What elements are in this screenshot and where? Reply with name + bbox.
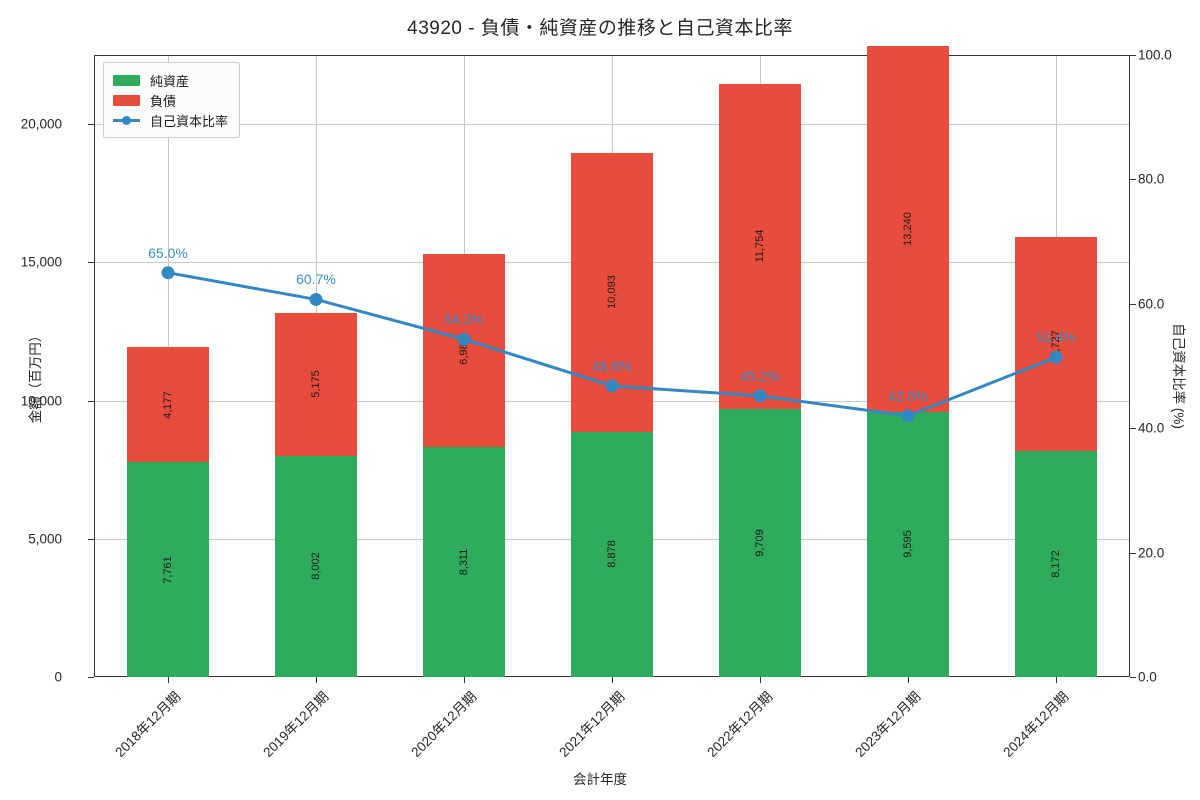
y-axis-tick-right: 100.0	[1138, 47, 1172, 63]
y-axis-tick-left: 10,000	[20, 393, 62, 409]
bar-value-label: 8,172	[1049, 550, 1062, 578]
legend-label: 純資産	[150, 73, 190, 89]
y-axis-tick-right: 60.0	[1138, 296, 1165, 312]
bar-segment-liabilities[interactable]: 10,093	[571, 152, 653, 432]
legend-label: 自己資本比率	[150, 113, 229, 129]
x-axis-tick-mark	[908, 677, 909, 683]
equity-ratio-value-label: 54.3%	[444, 311, 484, 328]
x-axis-tick-mark	[1056, 677, 1057, 683]
y-axis-tick-mark-right	[1130, 303, 1136, 305]
bar-value-label: 7,761	[161, 555, 174, 584]
equity-ratio-value-label: 51.4%	[1036, 329, 1076, 346]
equity-ratio-value-label: 42.0%	[888, 387, 928, 404]
bar-value-label: 9,595	[901, 530, 914, 559]
equity-ratio-value-label: 45.2%	[740, 367, 780, 384]
y-axis-tick-left: 20,000	[20, 116, 62, 132]
y-axis-tick-left: 15,000	[20, 254, 62, 270]
y-axis-tick-mark-left	[88, 262, 94, 264]
y-axis-tick-right: 40.0	[1138, 420, 1165, 436]
bar-segment-net-assets[interactable]: 8,002	[275, 455, 357, 677]
x-axis-tick-mark	[464, 677, 465, 683]
bar-value-label: 13,240	[901, 211, 914, 246]
y-axis-tick-mark-left	[88, 677, 94, 678]
legend-item[interactable]: 負債	[113, 90, 228, 110]
bar-segment-liabilities[interactable]: 11,754	[719, 83, 801, 409]
y-axis-tick-mark-right	[1130, 552, 1136, 554]
bar-value-label: 5,175	[309, 370, 322, 398]
y-axis-tick-right: 20.0	[1138, 545, 1165, 561]
y-axis-tick-mark-right	[1130, 55, 1136, 56]
legend-line-marker-icon	[113, 115, 140, 126]
legend-swatch-icon	[113, 94, 140, 106]
y-axis-tick-mark-left	[88, 400, 94, 402]
equity-ratio-value-label: 60.7%	[296, 271, 336, 288]
bar-segment-net-assets[interactable]: 9,595	[867, 411, 949, 677]
equity-ratio-value-label: 46.8%	[592, 357, 632, 374]
bar-value-label: 9,709	[753, 529, 766, 557]
y-axis-tick-mark-left	[88, 538, 94, 540]
chart-title: 43920 - 負債・純資産の推移と自己資本比率	[407, 18, 793, 39]
y-axis-tick-mark-right	[1130, 428, 1136, 430]
y-axis-tick-right: 80.0	[1138, 171, 1165, 187]
bar-value-label: 4,177	[161, 390, 174, 419]
bar-segment-net-assets[interactable]: 8,172	[1015, 451, 1097, 677]
bar-value-label: 10,093	[605, 275, 618, 309]
bar-segment-net-assets[interactable]: 8,311	[423, 447, 505, 677]
legend-item[interactable]: 自己資本比率	[113, 110, 228, 130]
bar-segment-net-assets[interactable]: 9,709	[719, 408, 801, 677]
x-axis-tick-mark	[316, 677, 317, 683]
x-axis-tick-mark	[168, 677, 169, 683]
x-axis-tick-mark	[612, 677, 613, 683]
legend-label: 負債	[150, 93, 177, 109]
legend-swatch-icon	[113, 74, 140, 86]
y-axis-tick-mark-right	[1130, 179, 1136, 181]
bar-value-label: 8,002	[309, 552, 322, 581]
y-axis-label-left: 金額（百万円）	[28, 328, 43, 424]
x-axis-label: 会計年度	[573, 772, 627, 787]
y-axis-tick-left: 5,000	[28, 531, 62, 547]
y-axis-tick-left: 0	[54, 669, 62, 685]
bar-segment-net-assets[interactable]: 7,761	[127, 462, 209, 677]
y-axis-tick-right: 0.0	[1138, 669, 1157, 685]
bar-segment-net-assets[interactable]: 8,878	[571, 431, 653, 677]
bar-value-label: 6,983	[457, 336, 470, 365]
y-axis-tick-mark-left	[88, 124, 94, 126]
bar-segment-liabilities[interactable]: 4,177	[127, 346, 209, 463]
legend-item[interactable]: 純資産	[113, 70, 228, 90]
x-axis-tick-mark	[760, 677, 761, 683]
y-axis-tick-mark-right	[1130, 677, 1136, 678]
equity-ratio-value-label: 65.0%	[148, 244, 188, 261]
bar-value-label: 8,878	[605, 540, 618, 569]
bar-value-label: 11,754	[753, 229, 766, 263]
y-axis-label-right: 自己資本比率 (%)	[1171, 323, 1186, 429]
bar-segment-liabilities[interactable]: 5,175	[275, 312, 357, 456]
bar-value-label: 8,311	[457, 548, 470, 576]
chart-legend: 純資産負債自己資本比率	[103, 62, 241, 138]
bar-segment-liabilities[interactable]: 13,240	[867, 45, 949, 412]
bar-segment-liabilities[interactable]: 6,983	[423, 254, 505, 448]
